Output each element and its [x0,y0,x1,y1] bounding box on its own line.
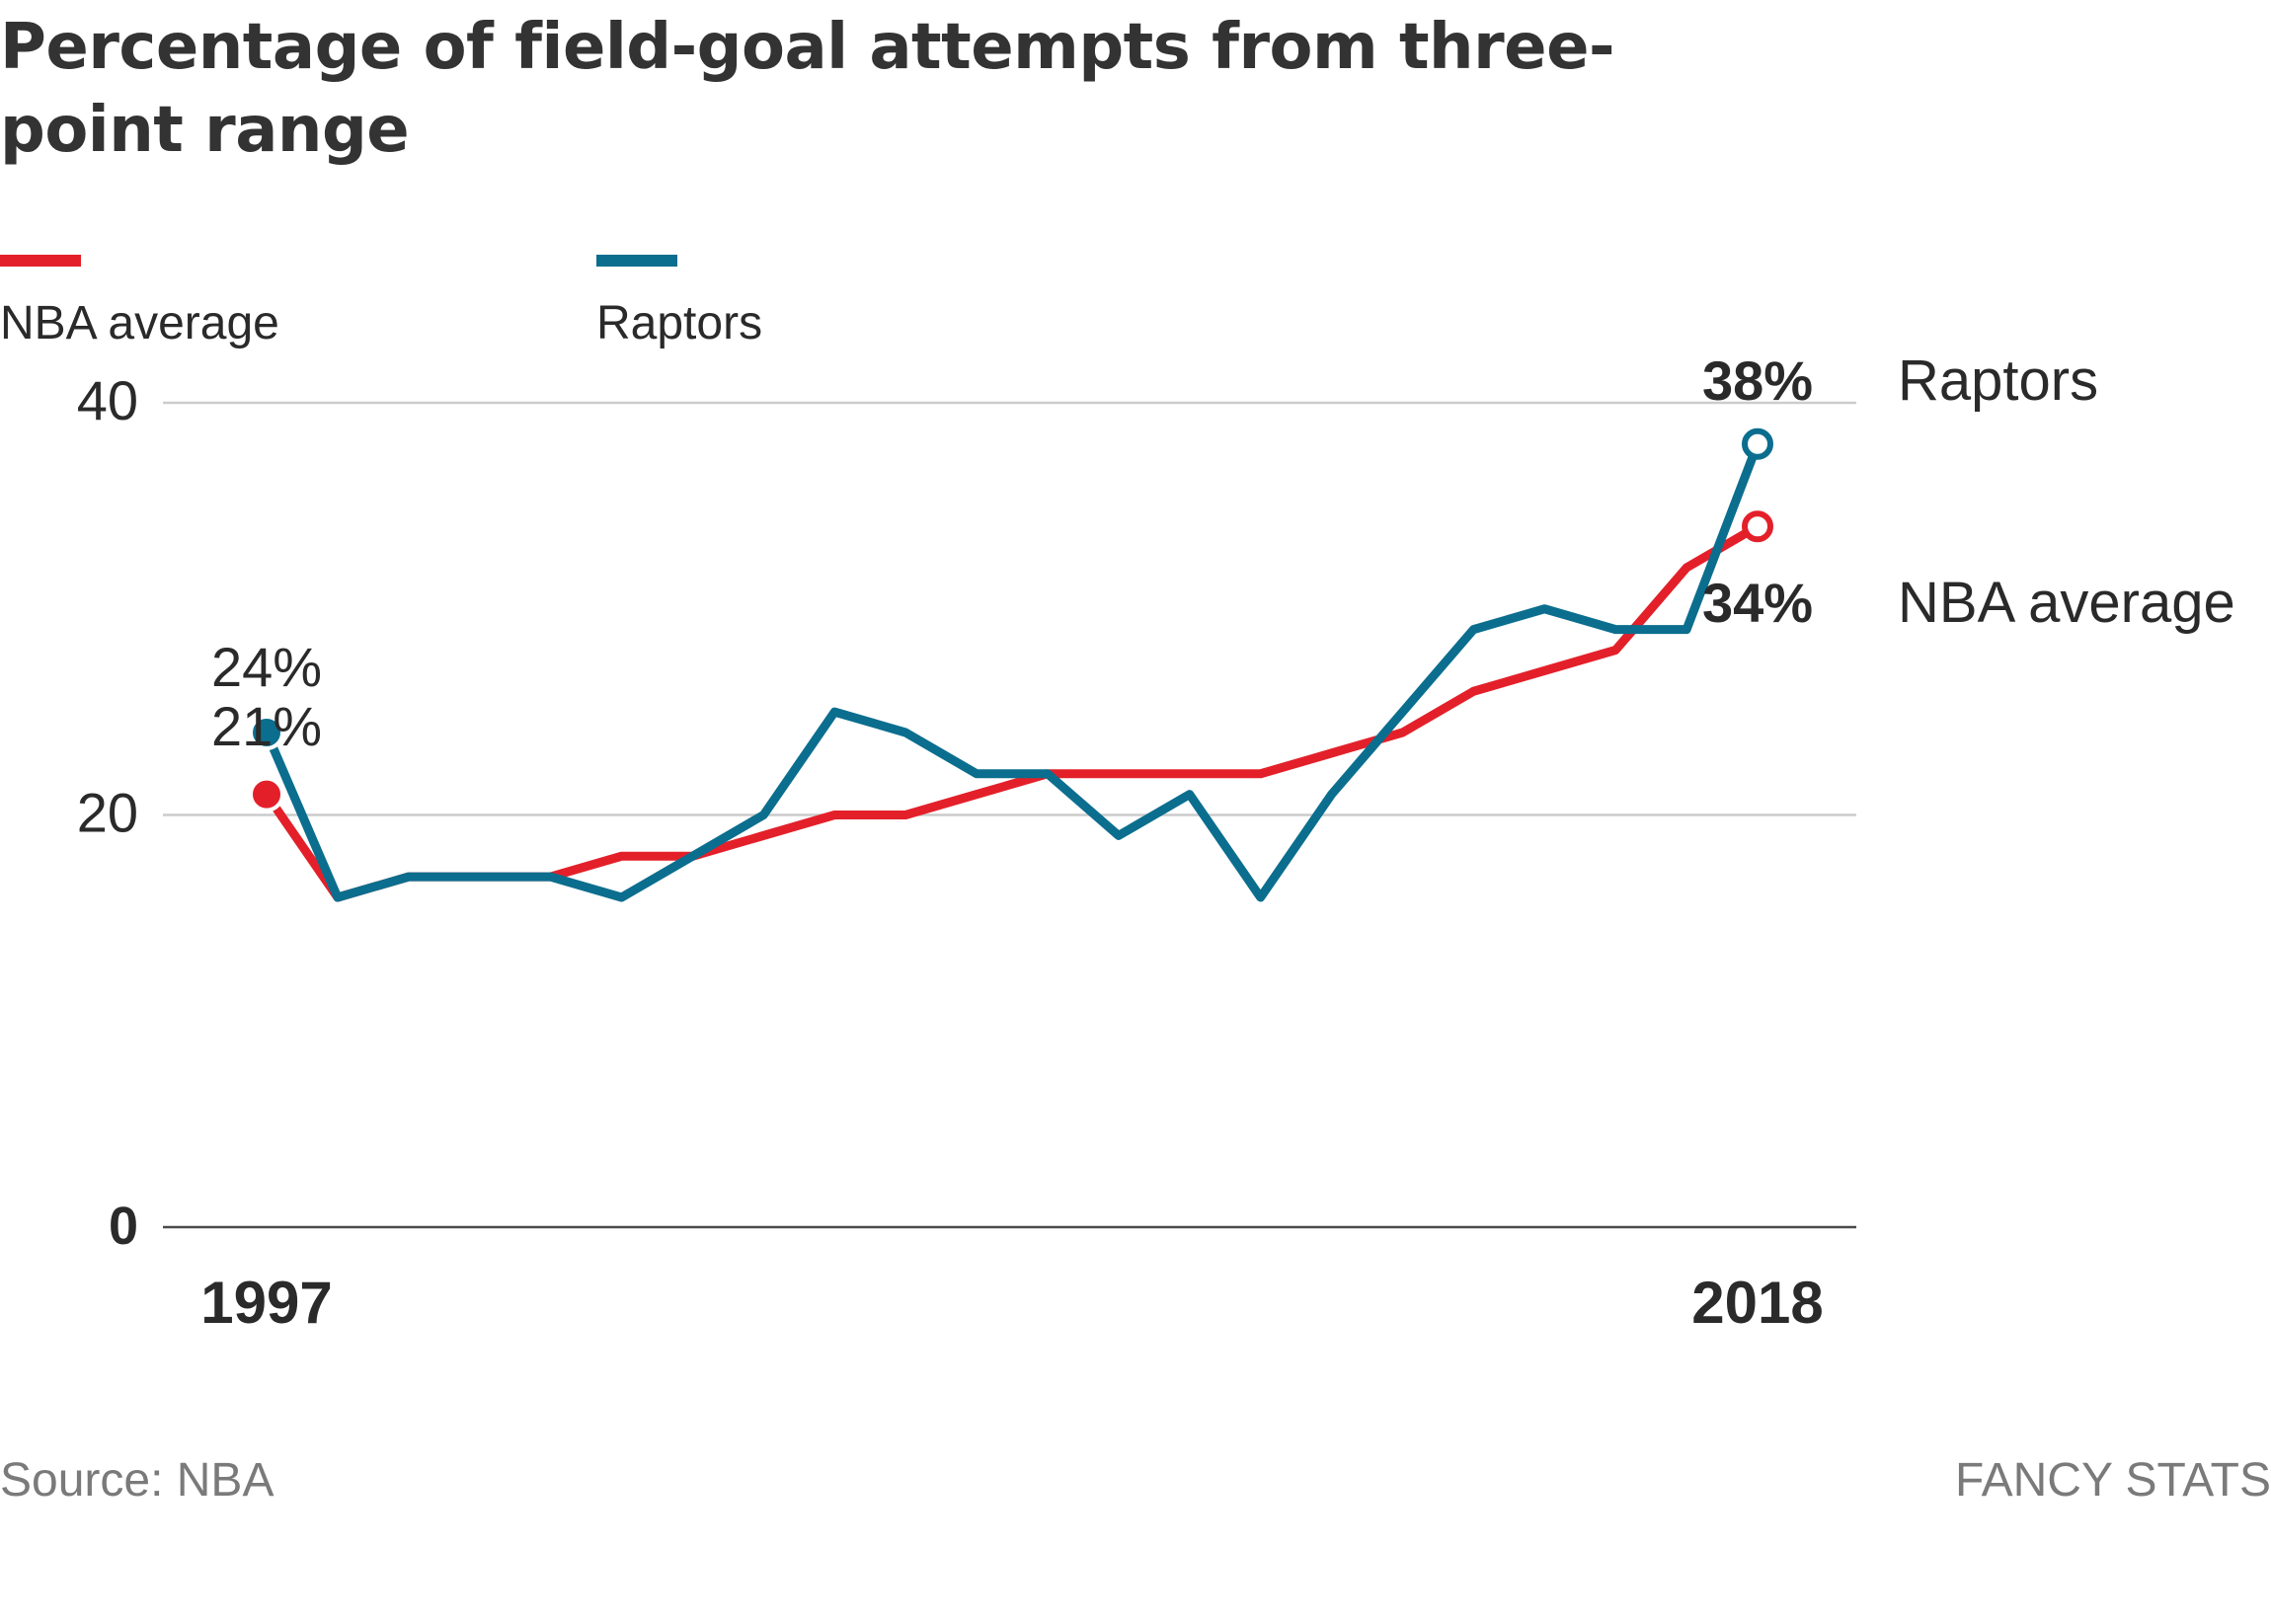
y-tick-label-40: 40 [77,369,138,431]
end-name-raptors: Raptors [1898,348,2098,413]
legend-swatch-raptors [596,255,677,267]
chart-title: Percentage of field-goal attempts from t… [0,11,1615,167]
end-label-nba-average: 34% [1702,572,1813,634]
legend-label-raptors: Raptors [596,297,763,349]
start-point-nba-average [249,776,284,812]
legend-swatch-nba-average [0,255,81,267]
y-tick-label-20: 20 [77,782,138,844]
end-label-raptors: 38% [1702,349,1813,412]
brand-label: FANCY STATS [1954,1454,2271,1507]
start-label-raptors: 24% [211,636,322,698]
legend-label-nba-average: NBA average [0,297,279,349]
end-point-raptors [1742,427,1773,460]
x-tick-label-2018: 2018 [1691,1270,1823,1336]
legend-item-raptors: Raptors [596,255,762,349]
source-note: Source: NBA [0,1454,274,1507]
series-line-nba-average [262,521,1762,902]
end-name-nba-average: NBA average [1898,571,2235,635]
y-tick-label-0: 0 [109,1197,138,1256]
end-point-nba-average [1742,510,1773,543]
start-point-raptors [249,715,284,750]
series-line-raptors [262,439,1762,902]
legend-item-nba-average: NBA average [0,255,279,349]
start-label-nba-average: 21% [211,695,322,757]
x-tick-label-1997: 1997 [200,1270,332,1336]
